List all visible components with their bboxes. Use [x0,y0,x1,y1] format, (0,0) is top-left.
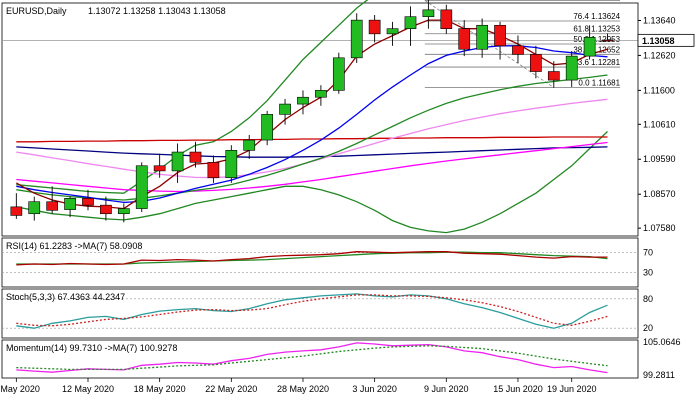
x-tick-label: 3 Jun 2020 [352,384,397,394]
rsi-header: RSI(14) 61.2283 ->MA(7) 58.0908 [6,241,142,251]
ohlc-header: 1.13072 1.13258 1.13043 1.13058 [88,6,226,16]
candle-body [583,36,596,57]
stoch-d-line [16,294,608,327]
candle-body [243,139,256,151]
momentum-tick-label: 99.2811 [643,370,675,380]
candle-body [368,19,381,35]
moving-average-line [16,141,608,193]
candle-body [315,90,327,98]
momentum-ma-line [16,345,608,371]
candle-body [601,39,614,42]
price-tick-label: 1.07580 [643,223,676,233]
moving-average-line [16,136,608,143]
candle-body [422,9,435,18]
price-panel-frame [1,2,639,237]
candle-body [332,57,345,91]
moving-average-line [16,45,608,204]
current-price-text: 1.13058 [642,36,675,46]
candle-body [547,71,560,81]
candle-body [135,165,148,209]
x-tick-label: 19 Jun 2020 [547,384,597,394]
candle-body [117,208,130,215]
stoch-panel-frame [1,288,639,339]
x-tick-label: 9 Jun 2020 [424,384,469,394]
symbol-header: EURUSD,Daily [6,6,67,16]
x-axis: 6 May 2020 12 May 2020 18 May 2020 22 May 2… [0,378,596,394]
rsi-tick-label: 30 [643,267,653,277]
candle-body [279,103,291,115]
stochastic-panel: 80 20 Stoch(5,3,3) 67.4363 44.2347 [1,288,653,339]
fib-level-label: 38.2 1.12652 [573,45,620,54]
price-tick-label: 1.09590 [643,154,676,164]
candle-body [297,96,309,105]
stoch-header: Stoch(5,3,3) 67.4363 44.2347 [6,292,125,302]
bollinger-lower-line [16,131,608,234]
fib-level-label: 0.0 1.11681 [578,79,620,88]
price-tick-label: 1.10610 [643,119,676,129]
rsi-values-line [16,251,608,266]
candle-body [404,16,417,29]
candle-body [494,24,506,47]
rsi-tick-label: 70 [643,248,653,258]
fib-level-label: 23.6 1.12281 [573,58,620,67]
candle-body [512,45,524,55]
candle-body [261,114,274,141]
candle-body [440,9,453,29]
candle-body [82,198,94,206]
momentum-values-line [16,342,608,374]
candle-body [530,54,542,72]
fib-level-label: 50.0 1.12953 [573,35,620,44]
x-tick-label: 6 May 2020 [0,384,40,394]
x-tick-label: 18 May 2020 [134,384,186,394]
candle-body [565,55,578,81]
candle-body [28,201,41,215]
rsi-panel-frame [1,237,639,288]
candle-body [350,19,363,59]
stoch-tick-label: 80 [643,294,653,304]
momentum-header: Momentum(14) 99.7310 ->MA(7) 100.9278 [6,343,177,353]
candle-body [458,28,471,50]
x-tick-label: 22 May 2020 [205,384,257,394]
candle-body [46,201,59,211]
stoch-k-line [16,293,608,329]
candle-body [100,204,112,215]
candle-body [64,198,76,210]
candle-body [189,151,202,163]
price-panel: 1.13640 1.12620 1.11600 1.10610 1.09590 1.085… [1,0,695,237]
candle-body [476,24,488,50]
price-tick-label: 1.08570 [643,189,676,199]
rsi-ma-line [16,251,608,265]
momentum-tick-label: 105.0646 [643,337,681,347]
fib-level-label: 61.8 1.13253 [573,25,620,34]
x-tick-label: 12 May 2020 [62,384,114,394]
momentum-panel: 105.0646 99.2811 Momentum(14) 99.7310 ->MA… [1,337,681,380]
moving-average-line [16,146,608,158]
price-tick-label: 1.12620 [643,50,676,60]
moving-average-line [15,19,608,210]
candle-body [171,151,184,172]
candle-body [225,150,238,179]
price-tick-label: 1.11600 [643,85,675,95]
candle-body [10,206,23,216]
rsi-panel: 70 30 RSI(14) 61.2283 ->MA(7) 58.0908 [1,237,653,288]
price-tick-label: 1.13640 [643,15,676,25]
candle-body [207,162,220,179]
bollinger-upper-line [16,0,369,194]
fib-level-label: 76.4 1.13624 [573,12,620,21]
candle-body [386,28,399,35]
moving-average-line [16,74,608,201]
stoch-tick-label: 20 [643,323,653,333]
current-price-tag [637,33,695,47]
x-tick-label: 15 Jun 2020 [493,384,543,394]
candle-body [153,165,166,172]
momentum-panel-frame [1,339,639,379]
x-tick-label: 28 May 2020 [277,384,329,394]
